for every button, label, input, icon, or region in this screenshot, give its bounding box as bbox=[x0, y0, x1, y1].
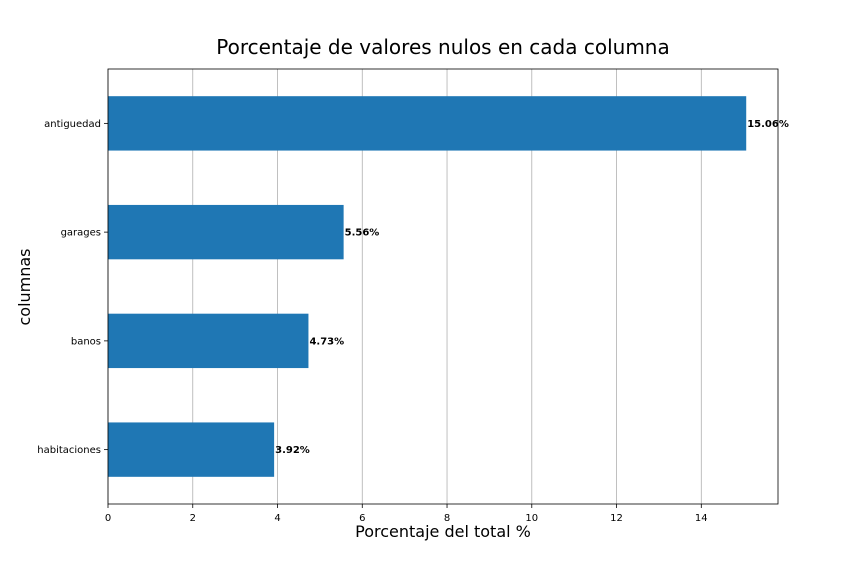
data-label-habitaciones: 3.92% bbox=[275, 445, 310, 456]
x-tick-label: 14 bbox=[695, 513, 708, 524]
bar-garages bbox=[108, 204, 344, 260]
y-tick-label: antiguedad bbox=[44, 119, 101, 130]
data-label-garages: 5.56% bbox=[345, 228, 380, 239]
data-label-banos: 4.73% bbox=[309, 336, 344, 347]
bar-banos bbox=[108, 313, 309, 369]
ticks-layer: 0 2 4 6 8 10 12 14 antiguedad garages banos habitac… bbox=[37, 119, 707, 524]
x-tick-label: 0 bbox=[105, 513, 111, 524]
x-tick-label: 2 bbox=[190, 513, 196, 524]
x-axis-label: Porcentaje del total % bbox=[355, 522, 531, 541]
bar-antiguedad bbox=[108, 96, 747, 151]
x-tick-label: 10 bbox=[525, 513, 538, 524]
x-tick-label: 6 bbox=[359, 513, 365, 524]
x-tick-label: 8 bbox=[444, 513, 450, 524]
data-label-antiguedad: 15.06% bbox=[747, 119, 789, 130]
bar-habitaciones bbox=[108, 422, 275, 477]
plot-area-frame bbox=[107, 68, 779, 505]
data-labels-layer: 15.06% 5.56% 4.73% 3.92% bbox=[275, 119, 789, 456]
x-tick-label: 4 bbox=[274, 513, 280, 524]
y-tick-label: banos bbox=[71, 336, 101, 347]
y-axis-label: columnas bbox=[15, 248, 34, 325]
y-tick-label: garages bbox=[61, 228, 101, 239]
bars-layer bbox=[108, 96, 747, 477]
x-tick-label: 12 bbox=[610, 513, 623, 524]
chart-title: Porcentaje de valores nulos en cada colu… bbox=[216, 35, 669, 59]
y-tick-label: habitaciones bbox=[37, 445, 101, 456]
